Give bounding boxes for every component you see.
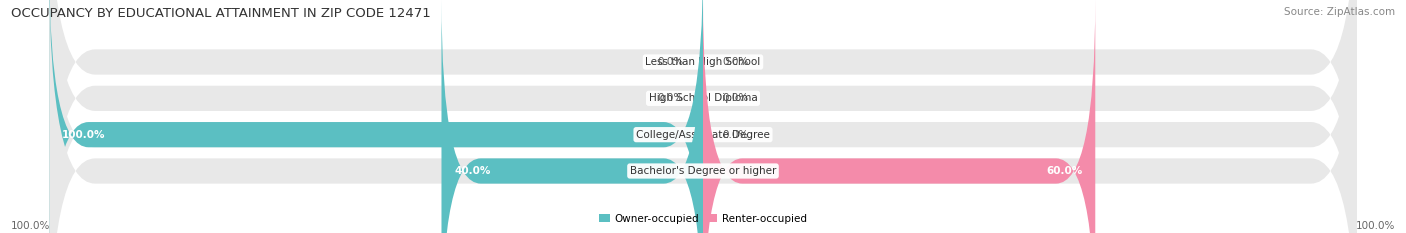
Text: 0.0%: 0.0%	[723, 57, 749, 67]
Text: Bachelor's Degree or higher: Bachelor's Degree or higher	[630, 166, 776, 176]
Text: College/Associate Degree: College/Associate Degree	[636, 130, 770, 140]
Text: 0.0%: 0.0%	[657, 93, 683, 103]
FancyBboxPatch shape	[49, 0, 703, 233]
FancyBboxPatch shape	[49, 0, 1357, 233]
Text: 40.0%: 40.0%	[454, 166, 491, 176]
Text: 100.0%: 100.0%	[62, 130, 105, 140]
FancyBboxPatch shape	[49, 0, 1357, 233]
Text: Source: ZipAtlas.com: Source: ZipAtlas.com	[1284, 7, 1395, 17]
Text: High School Diploma: High School Diploma	[648, 93, 758, 103]
Text: OCCUPANCY BY EDUCATIONAL ATTAINMENT IN ZIP CODE 12471: OCCUPANCY BY EDUCATIONAL ATTAINMENT IN Z…	[11, 7, 432, 20]
Legend: Owner-occupied, Renter-occupied: Owner-occupied, Renter-occupied	[595, 209, 811, 228]
FancyBboxPatch shape	[441, 0, 703, 233]
Text: 60.0%: 60.0%	[1046, 166, 1083, 176]
Text: 100.0%: 100.0%	[11, 221, 51, 231]
FancyBboxPatch shape	[703, 0, 1095, 233]
Text: 0.0%: 0.0%	[657, 57, 683, 67]
FancyBboxPatch shape	[49, 0, 1357, 233]
Text: 0.0%: 0.0%	[723, 93, 749, 103]
Text: 100.0%: 100.0%	[1355, 221, 1395, 231]
FancyBboxPatch shape	[49, 0, 1357, 233]
Text: Less than High School: Less than High School	[645, 57, 761, 67]
Text: 0.0%: 0.0%	[723, 130, 749, 140]
